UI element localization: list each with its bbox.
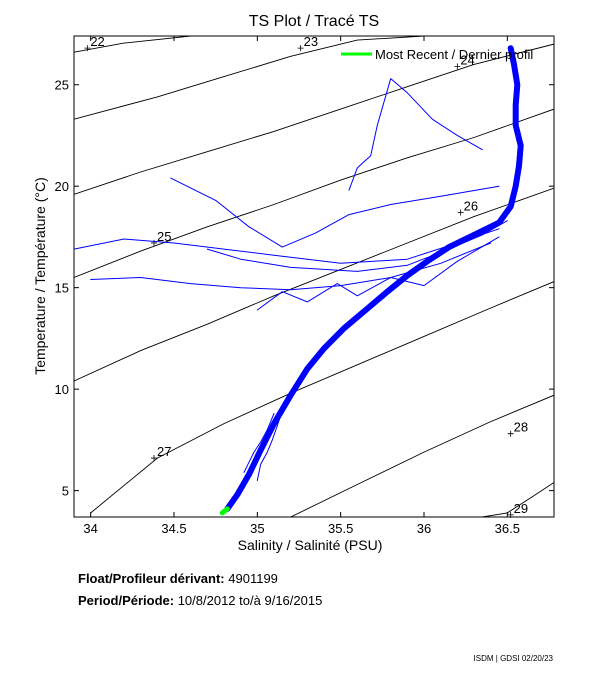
y-tick-label: 25: [55, 78, 69, 93]
isoline-label-28: 28: [514, 420, 528, 435]
chart-title: TS Plot / Tracé TS: [249, 13, 379, 30]
isoline-27: [90, 281, 554, 514]
x-tick-label: 34.5: [161, 521, 186, 536]
series-profiles_main: [224, 45, 524, 512]
x-tick-label: 36.5: [495, 521, 520, 536]
legend-label: Most Recent / Dernier profil: [375, 47, 533, 62]
series-profile_i: [243, 413, 275, 473]
y-tick-label: 5: [62, 484, 69, 499]
isoline-label-22: 22: [90, 34, 104, 49]
isoline-label-27: 27: [157, 444, 171, 459]
isoline-label-23: 23: [304, 34, 318, 49]
isoline-label-25: 25: [157, 229, 171, 244]
isoline-24: [74, 43, 554, 195]
period-to: to/à: [239, 593, 261, 608]
series-profile_f: [256, 236, 500, 311]
x-tick-label: 36: [417, 521, 431, 536]
series-profile_c: [74, 228, 500, 264]
isoline-label-26: 26: [464, 198, 478, 213]
axes-box: [73, 35, 555, 518]
series-profile_e: [170, 177, 500, 248]
isoline-marker-27: [151, 455, 157, 462]
x-axis-label: Salinity / Salinité (PSU): [238, 537, 383, 553]
series-profile_d: [90, 242, 492, 291]
x-tick-label: 35: [250, 521, 264, 536]
isoline-26: [74, 187, 554, 382]
isoline-25: [74, 108, 554, 278]
series-profile_g: [348, 78, 483, 191]
isoline-label-24: 24: [460, 52, 474, 67]
period-info: Period/Période: 10/8/2012 to/à 9/16/2015: [78, 593, 322, 608]
isoline-marker-26: [457, 209, 464, 216]
isoline-marker-23: [297, 45, 304, 52]
y-tick-label: 15: [55, 281, 69, 296]
series-most_recent: [219, 506, 230, 516]
isoline-29: [482, 482, 554, 517]
y-tick-label: 20: [55, 179, 69, 194]
y-axis-label: Temperature / Température (°C): [32, 177, 48, 375]
isoline-28: [290, 394, 554, 517]
isoline-marker-22: [84, 45, 91, 52]
y-tick-label: 10: [55, 382, 69, 397]
plot-area: 22 23 24 25 26 27 28 29 34 34.5 35 35.5 36 36.5 5 10 15 2…: [55, 34, 555, 536]
isoline-22: [74, 36, 199, 53]
x-tick-label: 35.5: [328, 521, 353, 536]
series-profile_b: [206, 220, 508, 272]
float-value: 4901199: [228, 571, 278, 586]
isoline-23: [74, 36, 554, 120]
float-info: Float/Profileur dérivant: 4901199: [78, 571, 278, 586]
float-label: Float/Profileur dérivant:: [78, 571, 225, 586]
isoline-label-29: 29: [514, 501, 528, 516]
isoline-marker-28: [507, 430, 514, 437]
credit-text: ISDM | GDSI 02/20/23: [473, 654, 553, 663]
period-label: Period/Période:: [78, 593, 175, 608]
x-tick-label: 34: [83, 521, 97, 536]
isoline-marker-24: [454, 63, 461, 70]
period-end: 9/16/2015: [264, 593, 323, 608]
series-profile_h: [256, 404, 285, 481]
period-start: 10/8/2012: [177, 593, 236, 608]
